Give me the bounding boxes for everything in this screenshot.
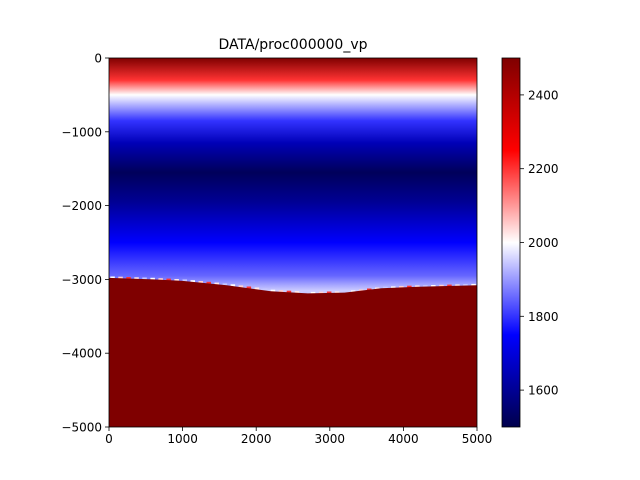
interface-speckle (383, 286, 388, 290)
interface-speckle (270, 289, 276, 293)
interface-speckle (439, 284, 444, 288)
y-tick-label: −2000 (61, 199, 102, 213)
interface-speckle (150, 277, 155, 281)
x-tick-label: 4000 (388, 432, 419, 446)
x-tick-label: 2000 (241, 432, 272, 446)
y-tick-label: −3000 (61, 273, 102, 287)
interface-speckle (415, 285, 420, 288)
y-axis: 0 −1000 −2000 −3000 −4000 −5000 (61, 52, 109, 435)
interface-speckle (246, 286, 252, 289)
interface-speckle (126, 277, 131, 280)
interface-speckle (431, 285, 436, 288)
interface-speckle (254, 287, 260, 290)
interface-speckle (222, 283, 228, 286)
x-tick-label: 5000 (462, 432, 493, 446)
colorbar (501, 57, 521, 428)
lower-layer (109, 277, 477, 427)
interface-speckle (318, 291, 324, 295)
x-tick-label: 1000 (167, 432, 198, 446)
interface-speckle (206, 281, 211, 285)
chart-title: DATA/proc000000_vp (219, 37, 368, 53)
interface-speckle (158, 278, 163, 281)
interface-speckle (110, 276, 115, 279)
colorbar-tick-label: 2400 (528, 88, 559, 102)
heatmap-plot-area (109, 58, 477, 427)
colorbar-tick-label: 2200 (528, 162, 559, 176)
interface-speckle (142, 277, 147, 280)
interface-speckle (455, 284, 460, 287)
interface-speckle (134, 277, 139, 280)
y-tick-label: −1000 (61, 125, 102, 139)
interface-speckle (278, 290, 284, 293)
interface-speckle (198, 281, 203, 284)
interface-speckle (471, 283, 476, 287)
interface-speckle (238, 285, 244, 288)
interface-speckle (423, 285, 428, 288)
x-axis: 0 1000 2000 3000 4000 5000 (105, 427, 492, 446)
interface-speckle (230, 284, 236, 287)
interface-speckle (334, 291, 340, 294)
interface-speckle (286, 290, 292, 294)
interface-speckle (166, 278, 171, 282)
x-tick-label: 0 (105, 432, 113, 446)
interface-speckle (447, 284, 452, 288)
colorbar-tick-label: 2000 (528, 236, 559, 250)
colorbar-axis: 1600 1800 2000 2200 2400 (520, 88, 559, 398)
interface-speckle (214, 282, 219, 286)
interface-speckle (399, 286, 404, 289)
interface-speckle (294, 291, 300, 294)
x-tick-label: 3000 (315, 432, 346, 446)
interface-speckle (342, 291, 348, 294)
interface-speckle (326, 291, 332, 294)
y-tick-label: −5000 (61, 421, 102, 435)
interface-speckle (310, 291, 316, 295)
y-tick-label: 0 (94, 52, 102, 66)
interface-speckle (358, 289, 364, 292)
interface-speckle (302, 291, 308, 295)
colorbar-tick-label: 1600 (528, 384, 559, 398)
colorbar-tick-label: 1800 (528, 310, 559, 324)
interface-speckle (118, 276, 123, 280)
interface-speckle (407, 285, 412, 289)
interface-speckle (174, 279, 179, 282)
interface-speckle (182, 279, 187, 282)
interface-speckle (190, 280, 195, 283)
y-tick-label: −4000 (61, 347, 102, 361)
interface-speckle (262, 288, 268, 292)
plot-frame (108, 57, 478, 428)
interface-speckle (391, 286, 396, 289)
interface-speckle (463, 284, 468, 287)
